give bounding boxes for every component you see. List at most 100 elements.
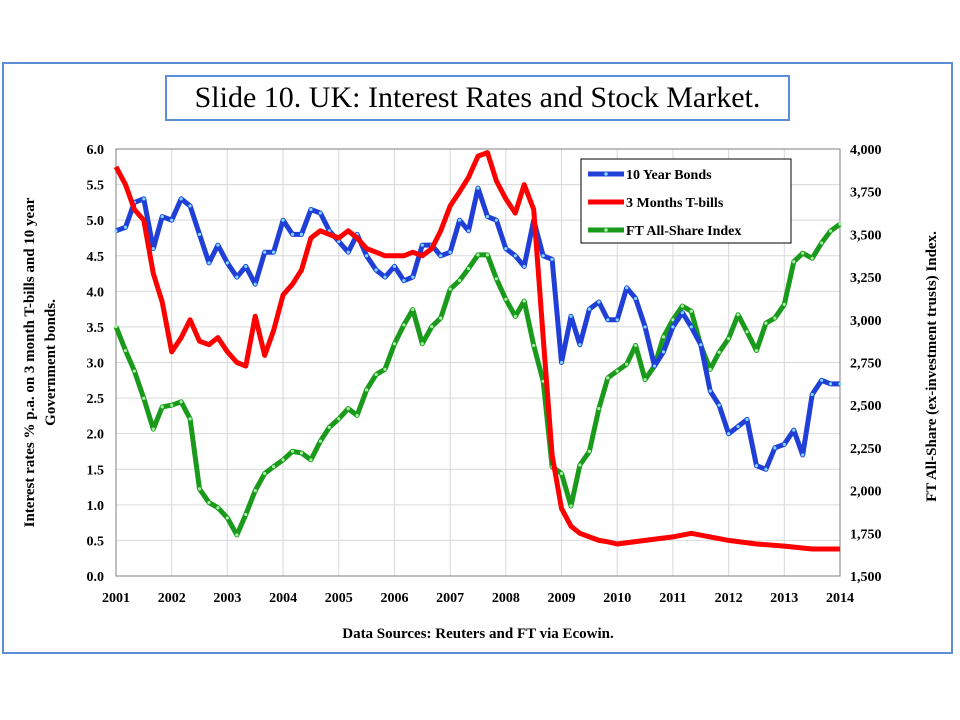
plot-area (115, 148, 841, 577)
data-point-bonds (466, 229, 471, 233)
data-point-ftas (727, 336, 731, 341)
y2-tick-label: 1,500 (850, 570, 882, 585)
data-point-bonds (179, 197, 183, 201)
data-point-ftas (151, 427, 155, 431)
data-point-ftas (736, 313, 740, 317)
data-point-bonds (374, 268, 378, 272)
data-point-ftas (132, 369, 136, 373)
data-point-ftas (392, 342, 397, 346)
data-point-bonds (522, 264, 526, 269)
data-point-bonds (513, 254, 517, 258)
x-tick-label: 2002 (158, 591, 186, 606)
data-point-bonds (383, 275, 387, 279)
data-point-ftas (494, 277, 498, 281)
y2-tick-label: 4,000 (850, 143, 882, 158)
data-point-bonds (773, 446, 777, 450)
data-point-bonds (272, 250, 276, 254)
x-tick-label: 2001 (102, 591, 130, 606)
data-point-ftas (263, 471, 267, 476)
data-point-bonds (680, 311, 684, 315)
data-point-ftas (522, 299, 526, 303)
data-point-bonds (253, 282, 257, 286)
y-tick-label: 5.5 (87, 179, 105, 194)
data-point-bonds (235, 275, 239, 279)
y-axis-right: 1,500 1,750 2,000 2,250 2,500 2,750 3,000 3,250… (850, 143, 882, 585)
data-point-ftas (318, 439, 322, 443)
data-point-bonds (494, 218, 498, 222)
x-tick-label: 2010 (603, 591, 631, 606)
data-point-ftas (569, 504, 573, 508)
data-point-bonds (225, 261, 229, 265)
plot-border (115, 148, 841, 577)
data-point-ftas (773, 316, 777, 320)
data-point-ftas (374, 372, 378, 377)
data-point-bonds (736, 424, 740, 429)
x-tick-label: 2012 (715, 591, 743, 606)
y-tick-label: 3.5 (87, 321, 105, 336)
data-point-ftas (532, 343, 536, 348)
data-point-bonds (559, 360, 564, 365)
data-point-ftas (188, 417, 192, 421)
data-point-ftas (402, 323, 406, 327)
data-point-bonds (727, 432, 731, 436)
y-tick-label: 5.0 (87, 214, 105, 229)
slide-title-box: Slide 10. UK: Interest Rates and Stock M… (165, 75, 790, 121)
data-point-bonds (402, 279, 406, 283)
data-point-bonds (439, 254, 443, 258)
data-point-ftas (123, 348, 128, 353)
x-tick-label: 2006 (380, 591, 408, 606)
data-point-bonds (448, 250, 452, 254)
data-point-bonds (820, 378, 824, 382)
data-point-bonds (587, 307, 591, 311)
y2-tick-label: 2,750 (850, 357, 882, 372)
data-point-bonds (764, 467, 768, 471)
data-point-ftas (587, 449, 591, 453)
data-point-bonds (281, 218, 285, 222)
x-tick-label: 2007 (436, 591, 464, 606)
data-point-ftas (272, 465, 276, 469)
y2-tick-label: 2,500 (850, 399, 882, 414)
data-point-bonds (634, 296, 638, 301)
x-tick-label: 2003 (213, 591, 241, 606)
data-point-ftas (689, 309, 693, 313)
y-tick-label: 2.0 (87, 428, 105, 443)
data-point-ftas (225, 516, 229, 520)
data-point-ftas (485, 253, 490, 257)
data-point-bonds (216, 243, 220, 247)
data-point-ftas (253, 489, 257, 493)
data-point-bonds (476, 186, 480, 190)
data-point-bonds (142, 197, 146, 201)
data-point-ftas (346, 407, 350, 411)
data-point-bonds (365, 254, 369, 258)
data-point-ftas (680, 304, 684, 308)
y2-tick-label: 3,250 (850, 271, 882, 286)
legend: 10 Year Bonds 3 Months T-bills FT All-Shar… (580, 158, 792, 244)
data-point-bonds (263, 250, 267, 254)
y2-tick-label: 1,750 (850, 527, 882, 542)
y-tick-label: 0.0 (87, 570, 105, 585)
data-point-ftas (606, 376, 610, 380)
data-point-ftas (466, 266, 471, 271)
data-point-ftas (671, 318, 675, 322)
data-point-bonds (782, 442, 786, 446)
data-point-ftas (439, 316, 443, 320)
data-point-ftas (828, 229, 833, 233)
data-point-ftas (448, 287, 452, 291)
y-tick-label: 1.5 (87, 463, 105, 478)
y2-tick-label: 2,250 (850, 442, 882, 457)
data-point-ftas (197, 487, 202, 491)
data-point-ftas (309, 458, 313, 462)
data-point-bonds (661, 350, 666, 354)
legend-label-ftas: FT All-Share Index (626, 224, 741, 239)
data-point-bonds (801, 453, 805, 457)
data-point-bonds (699, 343, 703, 347)
y-tick-label: 2.5 (87, 392, 105, 407)
data-point-bonds (207, 261, 211, 265)
y2-tick-label: 3,750 (850, 186, 882, 201)
data-point-ftas (458, 278, 462, 283)
data-point-ftas (207, 500, 211, 505)
x-axis-label: Data Sources: Reuters and FT via Ecowin. (342, 626, 614, 642)
legend-marker-bonds (604, 172, 608, 176)
data-point-ftas (299, 451, 304, 455)
